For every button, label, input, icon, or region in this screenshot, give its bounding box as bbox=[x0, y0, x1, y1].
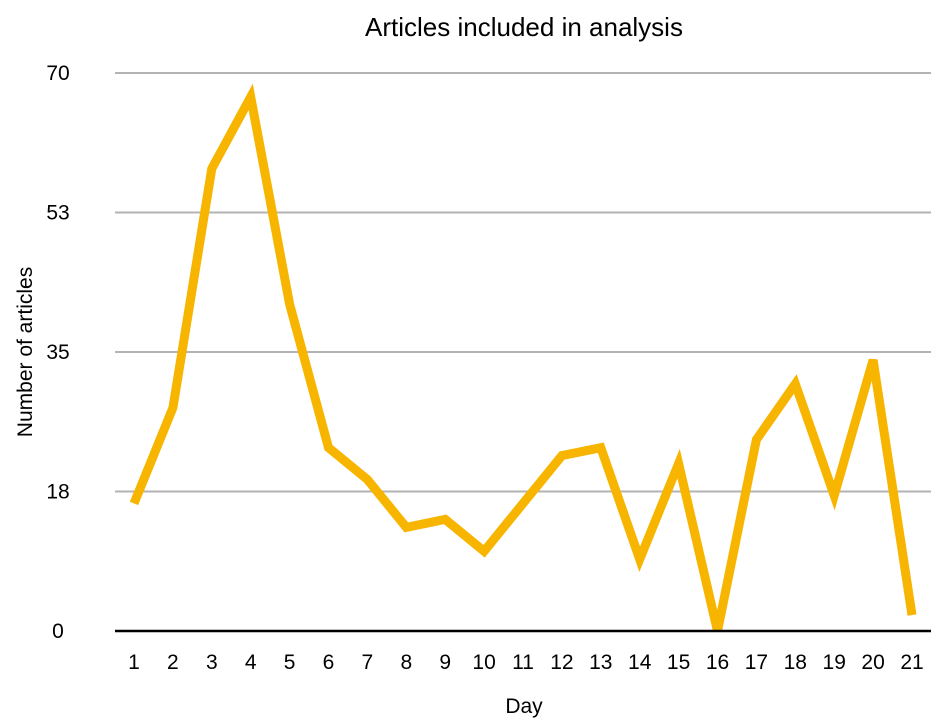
x-tick-label: 6 bbox=[323, 651, 335, 674]
x-tick-label: 15 bbox=[667, 651, 690, 674]
series-line bbox=[134, 97, 912, 631]
x-tick-label: 16 bbox=[706, 651, 729, 674]
y-tick-label: 53 bbox=[46, 202, 69, 225]
x-tick-label: 17 bbox=[745, 651, 768, 674]
x-tick-label: 18 bbox=[784, 651, 807, 674]
x-tick-label: 20 bbox=[861, 651, 884, 674]
x-axis-ticks: 1 2 3 4 5 6 7 8 9 10 11 12 13 14 15 16 17 18 19 20 21 bbox=[128, 651, 924, 674]
x-tick-label: 19 bbox=[823, 651, 846, 674]
x-tick-label: 10 bbox=[472, 651, 495, 674]
series-group bbox=[134, 97, 912, 631]
y-tick-label: 0 bbox=[52, 620, 64, 643]
y-axis-label: Number of articles bbox=[14, 267, 37, 437]
y-tick-label: 70 bbox=[46, 62, 69, 85]
x-tick-label: 2 bbox=[167, 651, 179, 674]
x-tick-label: 5 bbox=[284, 651, 296, 674]
x-tick-label: 4 bbox=[245, 651, 257, 674]
x-axis-label: Day bbox=[505, 695, 543, 718]
y-tick-label: 35 bbox=[46, 341, 69, 364]
y-axis-ticks: 0 18 35 53 70 bbox=[46, 62, 69, 643]
x-tick-label: 14 bbox=[628, 651, 652, 674]
x-tick-label: 21 bbox=[900, 651, 923, 674]
x-tick-label: 7 bbox=[362, 651, 374, 674]
chart-title: Articles included in analysis bbox=[365, 12, 683, 42]
x-tick-label: 9 bbox=[439, 651, 451, 674]
x-tick-label: 8 bbox=[400, 651, 412, 674]
y-tick-label: 18 bbox=[46, 481, 69, 504]
x-tick-label: 1 bbox=[128, 651, 140, 674]
x-tick-label: 13 bbox=[589, 651, 612, 674]
x-tick-label: 11 bbox=[512, 651, 534, 674]
x-tick-label: 3 bbox=[206, 651, 218, 674]
x-tick-label: 12 bbox=[550, 651, 573, 674]
